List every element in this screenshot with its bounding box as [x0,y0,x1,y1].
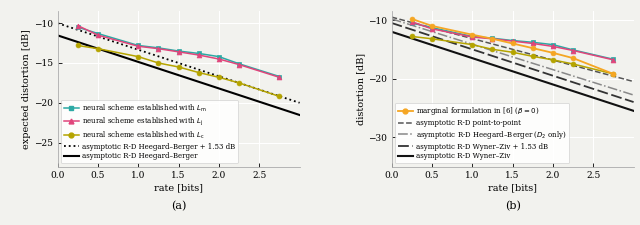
neural scheme established with $L_{\rm c}$ [195,71,203,74]
neural scheme established with $L_{\rm j}$ [155,47,163,50]
neural scheme established with $L_{\rm c}$ [94,47,102,50]
Legend: neural scheme established with $L_{\rm m}$, neural scheme established with $L_{\: neural scheme established with $L_{\rm m… [61,100,238,163]
marginal formulation in [6] ($\beta = 0$) [609,73,617,75]
neural scheme established with $L_{\rm m}$ [215,55,223,58]
neural scheme established with $L_{\rm j}$ [74,24,82,27]
marginal formulation in [6] ($\beta = 0$) [488,37,496,40]
neural scheme established with $L_{\rm m}$ [175,50,182,52]
neural scheme established with $L_{\rm m}$ [74,26,82,29]
Y-axis label: expected distortion [dB]: expected distortion [dB] [22,29,31,149]
neural scheme established with $L_{\rm j}$ [276,76,284,79]
neural scheme established with $L_{\rm c}$ [215,76,223,79]
neural scheme established with $L_{\rm j}$ [215,58,223,60]
Line: neural scheme established with $L_{\rm c}$: neural scheme established with $L_{\rm c… [76,43,282,99]
Text: (a): (a) [171,201,186,211]
neural scheme established with $L_{\rm j}$ [195,54,203,56]
X-axis label: rate [bits]: rate [bits] [154,183,203,192]
neural scheme established with $L_{\rm j}$ [236,63,243,66]
neural scheme established with $L_{\rm m}$ [195,52,203,55]
neural scheme established with $L_{\rm j}$ [134,45,142,48]
marginal formulation in [6] ($\beta = 0$) [529,47,536,50]
neural scheme established with $L_{\rm m}$ [134,44,142,47]
Line: neural scheme established with $L_{\rm m}$: neural scheme established with $L_{\rm m… [76,25,282,79]
X-axis label: rate [bits]: rate [bits] [488,183,537,192]
neural scheme established with $L_{\rm c}$ [155,62,163,64]
Line: neural scheme established with $L_{\rm j}$: neural scheme established with $L_{\rm j… [76,23,282,80]
Line: marginal formulation in [6] ($\beta = 0$): marginal formulation in [6] ($\beta = 0$… [410,16,616,76]
neural scheme established with $L_{\rm c}$ [236,81,243,84]
marginal formulation in [6] ($\beta = 0$) [549,52,557,54]
neural scheme established with $L_{\rm m}$ [155,47,163,49]
neural scheme established with $L_{\rm j}$ [94,34,102,36]
marginal formulation in [6] ($\beta = 0$) [408,18,415,20]
Legend: marginal formulation in [6] ($\beta = 0$), asymptotic R-D point-to-point, asympt: marginal formulation in [6] ($\beta = 0$… [395,103,569,163]
neural scheme established with $L_{\rm m}$ [94,32,102,35]
marginal formulation in [6] ($\beta = 0$) [428,25,436,27]
marginal formulation in [6] ($\beta = 0$) [468,33,476,36]
neural scheme established with $L_{\rm j}$ [175,50,182,53]
marginal formulation in [6] ($\beta = 0$) [509,42,516,45]
neural scheme established with $L_{\rm m}$ [276,75,284,78]
neural scheme established with $L_{\rm c}$ [134,55,142,58]
Y-axis label: distortion [dB]: distortion [dB] [356,53,365,125]
marginal formulation in [6] ($\beta = 0$) [569,57,577,59]
neural scheme established with $L_{\rm c}$ [175,66,182,68]
neural scheme established with $L_{\rm m}$ [236,63,243,65]
neural scheme established with $L_{\rm c}$ [74,44,82,47]
neural scheme established with $L_{\rm c}$ [276,95,284,98]
Text: (b): (b) [505,201,520,211]
